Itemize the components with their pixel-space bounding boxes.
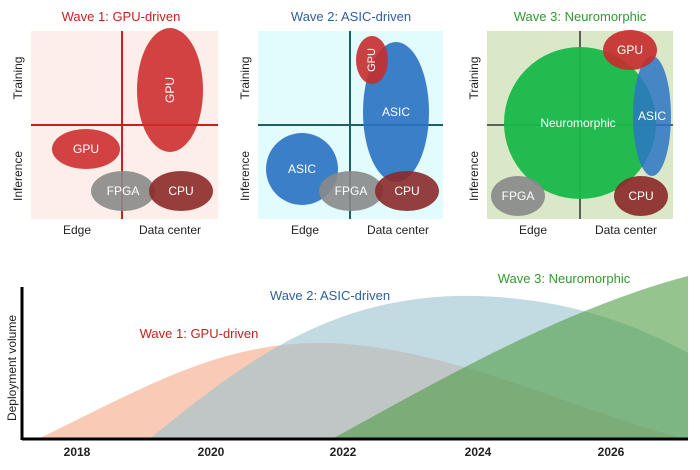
y-label-training: Training — [11, 57, 25, 100]
y-axis-label: Deployment volume — [5, 315, 19, 421]
panel-title: Wave 2: ASIC-driven — [291, 9, 411, 24]
blob-gpu-inference: GPU — [52, 129, 120, 169]
panel-title: Wave 1: GPU-driven — [62, 9, 181, 24]
blob-gpu: GPU — [356, 36, 388, 84]
wave3-area — [330, 276, 688, 440]
blob-fpga: FPGA — [491, 176, 545, 216]
blob-label: Neuromorphic — [540, 116, 615, 130]
wave2-label: Wave 2: ASIC-driven — [270, 288, 390, 303]
blob-label: ASIC — [382, 105, 410, 119]
blob-label: GPU — [366, 48, 378, 72]
blob-asic: ASIC — [633, 56, 671, 176]
blob-cpu: CPU — [375, 171, 439, 211]
x-label-edge: Edge — [291, 223, 319, 237]
wave3-label: Wave 3: Neuromorphic — [498, 271, 631, 286]
blob-label: GPU — [617, 43, 643, 57]
y-label-inference: Inference — [467, 151, 481, 201]
year-tick: 2020 — [198, 445, 225, 459]
blob-label: ASIC — [638, 109, 666, 123]
x-label-edge: Edge — [63, 223, 91, 237]
panel-wave1: Wave 1: GPU-driven GPU GPU FPGA CPU Trai… — [11, 9, 218, 237]
y-label-training: Training — [238, 57, 252, 100]
year-tick: 2018 — [64, 445, 91, 459]
blob-fpga: FPGA — [91, 171, 155, 211]
panel-wave2: Wave 2: ASIC-driven ASIC ASIC GPU FPGA C… — [238, 9, 443, 237]
blob-label: CPU — [628, 189, 653, 203]
blob-fpga: FPGA — [319, 171, 383, 211]
panel-title: Wave 3: Neuromorphic — [514, 9, 647, 24]
blob-cpu: CPU — [149, 171, 213, 211]
x-label-datacenter: Data center — [367, 223, 429, 237]
blob-label: CPU — [394, 184, 419, 198]
timeline: Deployment volume Wave 1: GPU-driven Wav… — [5, 271, 688, 459]
blob-label: GPU — [73, 142, 99, 156]
y-label-inference: Inference — [11, 151, 25, 201]
year-tick: 2022 — [330, 445, 357, 459]
blob-gpu: GPU — [603, 30, 657, 70]
y-label-training: Training — [467, 57, 481, 100]
x-label-datacenter: Data center — [595, 223, 657, 237]
blob-neuromorphic: Neuromorphic — [504, 47, 656, 199]
year-tick: 2024 — [465, 445, 492, 459]
wave1-label: Wave 1: GPU-driven — [140, 326, 259, 341]
blob-cpu: CPU — [614, 176, 668, 216]
x-label-edge: Edge — [519, 223, 547, 237]
blob-label: GPU — [163, 77, 177, 103]
y-label-inference: Inference — [238, 151, 252, 201]
x-label-datacenter: Data center — [139, 223, 201, 237]
blob-label: FPGA — [107, 184, 140, 198]
panel-wave3: Wave 3: Neuromorphic Neuromorphic ASIC G… — [467, 9, 673, 237]
blob-label: FPGA — [502, 189, 535, 203]
blob-label: CPU — [168, 184, 193, 198]
blob-label: ASIC — [288, 162, 316, 176]
blob-gpu-training: GPU — [137, 28, 203, 152]
year-tick: 2026 — [598, 445, 625, 459]
blob-label: FPGA — [335, 184, 368, 198]
